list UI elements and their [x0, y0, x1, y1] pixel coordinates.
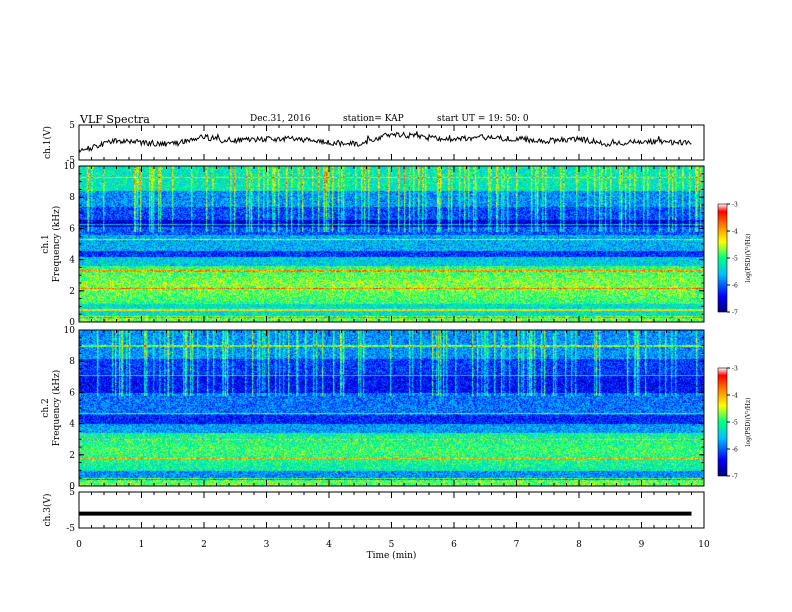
ch1-waveform-ylabel: ch.1(V)	[42, 126, 53, 159]
ch1-waveform-ytick-label: 5	[69, 121, 75, 131]
ch2-spectrogram-ylabel-channel: ch.2	[41, 398, 51, 417]
ch1-spectrogram-ylabel-frequency: Frequency (kHz)	[51, 206, 62, 283]
ch1-waveform-ytick-label: -5	[66, 156, 75, 166]
header-station: station= KAP	[343, 114, 404, 124]
ch1-spectrogram-colorbar-tick-label: -3	[732, 202, 738, 209]
xtick-label: 10	[698, 540, 710, 550]
ch1-spectrogram-colorbar-tick-label: -7	[732, 310, 738, 317]
ch1-spectrogram-image	[79, 166, 704, 322]
xtick-label: 8	[576, 540, 582, 550]
ch1-spectrogram-ytick-label: 6	[69, 224, 75, 234]
ch3-waveform-ytick-label: 5	[69, 488, 75, 498]
ch2-spectrogram-colorbar-tick-label: -4	[732, 393, 738, 400]
ch1-spectrogram-colorbar-tick-label: -5	[732, 256, 738, 263]
ch2-spectrogram-ytick-label: 2	[69, 451, 75, 461]
ch1-spectrogram-ylabel-channel: ch.1	[41, 234, 51, 253]
ch1-waveform-trace	[78, 131, 692, 153]
xtick-label: 6	[451, 540, 457, 550]
ch1-spectrogram-colorbar-label: log(PSD)(V²/Hz)	[745, 234, 752, 283]
ch2-spectrogram-colorbar-tick-label: -3	[732, 366, 738, 373]
ch2-spectrogram-image	[79, 330, 704, 486]
ch2-spectrogram-colorbar-label: log(PSD)(V²/Hz)	[745, 398, 752, 447]
ch2-spectrogram-ytick-label: 6	[69, 388, 75, 398]
header-date: Dec.31, 2016	[250, 114, 311, 124]
xaxis-label: Time (min)	[367, 550, 417, 561]
xtick-label: 0	[76, 540, 82, 550]
xtick-label: 5	[389, 540, 395, 550]
xtick-label: 4	[326, 540, 332, 550]
header-start-time: start UT = 19: 50: 0	[437, 114, 529, 124]
ch2-spectrogram-ylabel-frequency: Frequency (kHz)	[51, 370, 62, 447]
ch1-spectrogram-colorbar	[717, 203, 728, 313]
ch2-spectrogram-ytick-label: 0	[69, 482, 75, 492]
ch2-spectrogram-ytick-label: 10	[64, 326, 76, 336]
xtick-label: 1	[139, 540, 145, 550]
ch2-spectrogram-ytick-label: 4	[69, 420, 75, 430]
ch2-spectrogram-colorbar-tick-label: -6	[732, 447, 738, 454]
ch2-spectrogram-colorbar-tick-label: -5	[732, 420, 738, 427]
xtick-label: 9	[639, 540, 645, 550]
ch1-spectrogram-ytick-label: 4	[69, 256, 75, 266]
ch2-spectrogram-colorbar	[717, 367, 728, 477]
ch1-spectrogram-colorbar-tick-label: -6	[732, 283, 738, 290]
ch3-waveform-ylabel: ch.3(V)	[42, 494, 53, 527]
ch3-waveform-ytick-label: -5	[66, 524, 75, 534]
ch1-spectrogram-ytick-label: 2	[69, 287, 75, 297]
xtick-label: 2	[201, 540, 207, 550]
ch1-spectrogram-ytick-label: 0	[69, 318, 75, 328]
ch1-spectrogram-ytick-label: 8	[69, 193, 75, 203]
ch1-spectrogram-colorbar-tick-label: -4	[732, 229, 738, 236]
xtick-label: 7	[514, 540, 520, 550]
ch2-spectrogram-ytick-label: 8	[69, 357, 75, 367]
ch1-spectrogram-ytick-label: 10	[64, 162, 76, 172]
ch2-spectrogram-colorbar-tick-label: -7	[732, 474, 738, 481]
header-title: VLF Spectra	[80, 113, 150, 126]
xtick-label: 3	[264, 540, 270, 550]
